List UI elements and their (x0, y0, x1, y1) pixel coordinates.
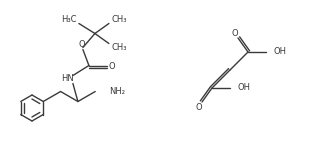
Text: O: O (196, 103, 202, 112)
Text: CH₃: CH₃ (111, 15, 127, 24)
Text: O: O (78, 40, 85, 49)
Text: H₃C: H₃C (61, 15, 77, 24)
Text: HN: HN (61, 74, 74, 83)
Text: NH₂: NH₂ (109, 87, 125, 96)
Text: O: O (109, 62, 115, 71)
Text: CH₃: CH₃ (111, 43, 127, 52)
Text: O: O (232, 29, 238, 37)
Text: OH: OH (274, 48, 287, 56)
Text: OH: OH (238, 84, 251, 93)
